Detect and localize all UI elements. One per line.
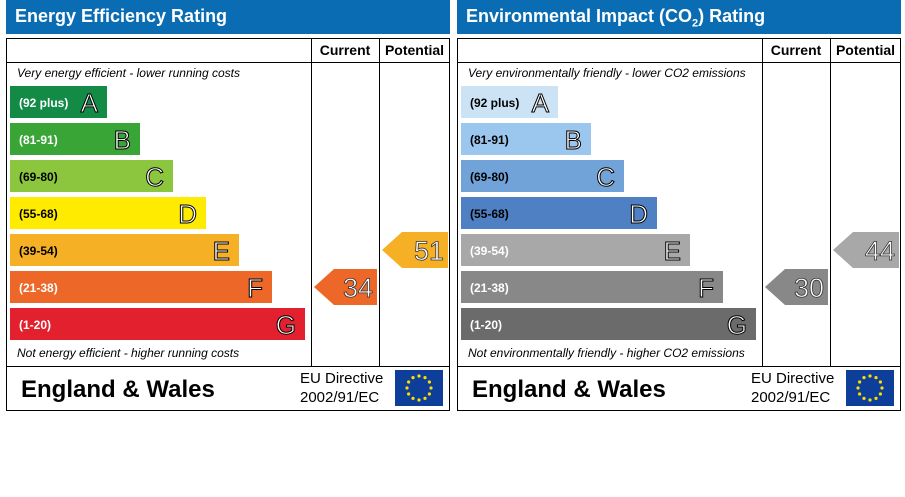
band-letter: G xyxy=(727,310,747,340)
chart-frame xyxy=(6,38,450,411)
panel-title: Energy Efficiency Rating xyxy=(6,0,450,34)
potential-rating-arrow xyxy=(833,232,899,268)
eu-flag-star xyxy=(878,380,882,384)
eu-flag-star xyxy=(868,374,872,378)
eu-flag-star xyxy=(405,386,409,390)
potential-rating-value: 51 xyxy=(414,236,444,266)
current-column-header: Current xyxy=(771,42,822,58)
rating-band-e xyxy=(10,234,239,266)
current-rating-arrow xyxy=(314,269,377,305)
band-range-label: (21-38) xyxy=(470,281,509,295)
top-note: Very energy efficient - lower running co… xyxy=(17,66,240,80)
potential-rating-arrow xyxy=(382,232,448,268)
chart-frame xyxy=(457,38,901,411)
band-range-label: (69-80) xyxy=(470,170,509,184)
eu-flag-star xyxy=(880,386,884,390)
band-letter: A xyxy=(532,88,550,118)
energy-efficiency-panel: Energy Efficiency Rating Current Potentia… xyxy=(6,0,450,411)
rating-band-d xyxy=(10,197,206,229)
directive-label: EU Directive xyxy=(751,370,834,387)
band-range-label: (92 plus) xyxy=(19,96,68,110)
eu-flag-star xyxy=(411,376,415,380)
eu-flag-star xyxy=(407,380,411,384)
band-range-label: (55-68) xyxy=(19,207,58,221)
potential-column-header: Potential xyxy=(836,42,895,58)
panel-title: Environmental Impact (CO2) Rating xyxy=(457,0,901,34)
band-letter: E xyxy=(213,236,230,266)
directive-number: 2002/91/EC xyxy=(751,389,830,406)
band-letter: D xyxy=(178,199,197,229)
rating-band-c xyxy=(10,160,173,192)
rating-band-d xyxy=(461,197,657,229)
band-letter: F xyxy=(698,273,714,303)
band-range-label: (81-91) xyxy=(470,133,509,147)
eu-flag-star xyxy=(429,386,433,390)
band-range-label: (92 plus) xyxy=(470,96,519,110)
eu-flag-star xyxy=(858,392,862,396)
rating-band-a xyxy=(10,86,107,118)
rating-band-a xyxy=(461,86,558,118)
eu-flag-star xyxy=(874,396,878,400)
eu-flag-star xyxy=(862,396,866,400)
directive-number: 2002/91/EC xyxy=(300,389,379,406)
band-range-label: (81-91) xyxy=(19,133,58,147)
eu-flag-star xyxy=(423,376,427,380)
eu-flag-star xyxy=(878,392,882,396)
band-range-label: (55-68) xyxy=(470,207,509,221)
environmental-impact-panel: Environmental Impact (CO2) Rating Curren… xyxy=(457,0,901,411)
rating-band-f xyxy=(10,271,272,303)
current-column-header: Current xyxy=(320,42,371,58)
band-letter: C xyxy=(145,162,164,192)
top-note: Very environmentally friendly - lower CO… xyxy=(468,66,746,80)
eu-flag-star xyxy=(411,396,415,400)
footer-region-label: England & Wales xyxy=(21,376,215,403)
rating-band-g xyxy=(461,308,756,340)
band-range-label: (21-38) xyxy=(19,281,58,295)
eu-flag-star xyxy=(427,392,431,396)
eu-flag-star xyxy=(868,398,872,402)
rating-band-b xyxy=(461,123,591,155)
eu-flag-star xyxy=(862,376,866,380)
band-letter: G xyxy=(276,310,296,340)
band-range-label: (1-20) xyxy=(470,318,502,332)
eu-flag-star xyxy=(417,374,421,378)
bottom-note: Not environmentally friendly - higher CO… xyxy=(468,346,745,360)
footer-region-label: England & Wales xyxy=(472,376,666,403)
band-range-label: (39-54) xyxy=(470,244,509,258)
band-letter: A xyxy=(81,88,99,118)
eu-flag-star xyxy=(417,398,421,402)
eu-flag-star xyxy=(427,380,431,384)
eu-flag-icon xyxy=(846,370,894,406)
band-range-label: (1-20) xyxy=(19,318,51,332)
band-letter: F xyxy=(247,273,263,303)
band-range-label: (39-54) xyxy=(19,244,58,258)
potential-column-header: Potential xyxy=(385,42,444,58)
rating-band-b xyxy=(10,123,140,155)
eu-flag-star xyxy=(874,376,878,380)
band-range-label: (69-80) xyxy=(19,170,58,184)
rating-band-e xyxy=(461,234,690,266)
environmental-impact-chart: Current Potential Very environmentally fri… xyxy=(457,38,901,411)
eu-flag-star xyxy=(856,386,860,390)
current-rating-value: 34 xyxy=(343,273,373,303)
eu-flag-star xyxy=(407,392,411,396)
band-letter: E xyxy=(664,236,681,266)
energy-efficiency-chart: Current Potential Very energy efficient - … xyxy=(6,38,450,411)
eu-flag-star xyxy=(423,396,427,400)
band-letter: C xyxy=(596,162,615,192)
rating-band-c xyxy=(461,160,624,192)
rating-band-g xyxy=(10,308,305,340)
eu-flag-star xyxy=(858,380,862,384)
potential-rating-value: 44 xyxy=(865,236,895,266)
band-letter: B xyxy=(565,125,582,155)
directive-label: EU Directive xyxy=(300,370,383,387)
bottom-note: Not energy efficient - higher running co… xyxy=(17,346,239,360)
current-rating-arrow xyxy=(765,269,828,305)
band-letter: D xyxy=(629,199,648,229)
band-letter: B xyxy=(114,125,131,155)
rating-band-f xyxy=(461,271,723,303)
eu-flag-icon xyxy=(395,370,443,406)
current-rating-value: 30 xyxy=(794,273,824,303)
